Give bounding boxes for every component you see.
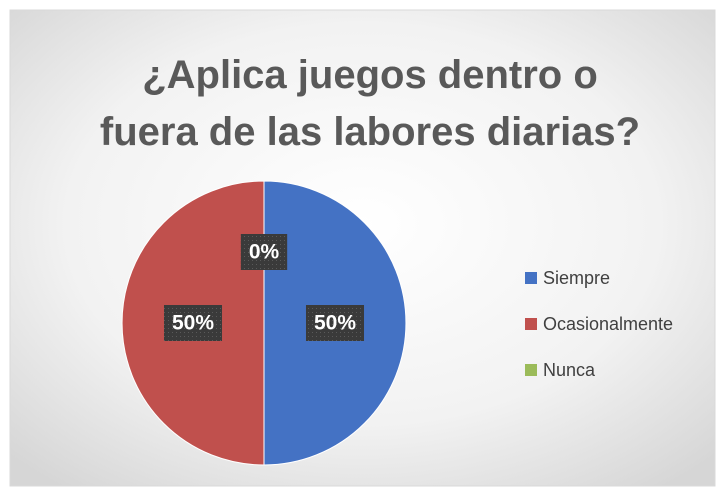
data-label-text: 50%: [314, 312, 356, 335]
data-label-box: [240, 234, 288, 270]
data-label-box: [305, 305, 365, 341]
chart-title: ¿Aplica juegos dentro o fuera de las labo…: [100, 53, 640, 154]
legend-label: Nunca: [543, 360, 596, 380]
data-label-box: [163, 305, 223, 341]
data-label-text: 0%: [249, 241, 280, 264]
data-label: 50%: [305, 305, 365, 341]
legend-label: Siempre: [543, 268, 610, 288]
data-label-text: 50%: [172, 312, 214, 335]
data-label: 50%: [163, 305, 223, 341]
legend-swatch: [525, 318, 537, 330]
data-label: 0%: [240, 234, 288, 270]
legend-label: Ocasionalmente: [543, 314, 673, 334]
legend-swatch: [525, 364, 537, 376]
legend-swatch: [525, 272, 537, 284]
